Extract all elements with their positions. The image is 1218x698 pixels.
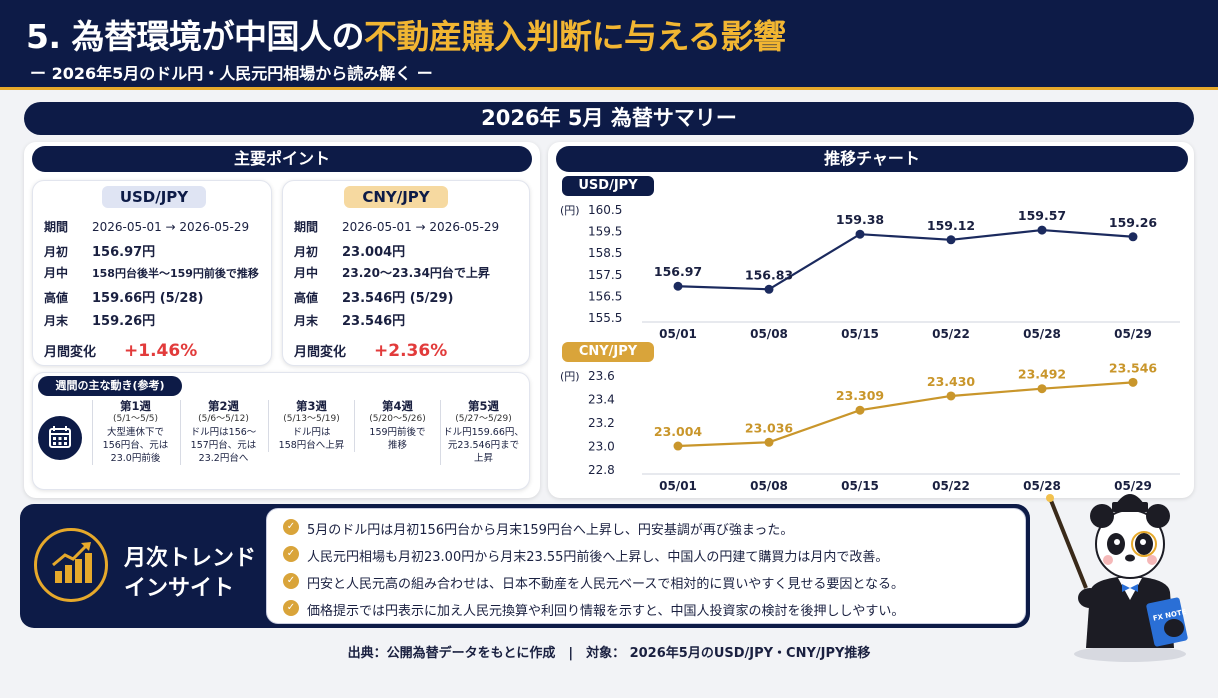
week-4: 第4週 (5/20～5/26) 159円前後で 推移 [354, 400, 440, 452]
y-tick-label: 23.2 [588, 416, 615, 430]
cny-row-period: 期間 2026-05-01 → 2026-05-29 [294, 220, 500, 234]
x-tick-label: 05/28 [1023, 327, 1061, 341]
data-point [1128, 377, 1138, 387]
usd-line-chart: (円) 160.5 159.5 158.5 157.5 156.5 155.5 156.97 0… [560, 203, 1180, 341]
cny-row-open: 月初 23.004円 [294, 245, 406, 260]
data-point [764, 437, 774, 447]
trend-item: ✓ 価格提示では円表示に加え人民元換算や利回り情報を示すと、中国人投資家の検討を後… [283, 600, 904, 619]
summary-title: 2026年 5月 為替サマリー [24, 102, 1194, 135]
cny-panel [282, 180, 530, 366]
y-axis-unit: (円) [560, 370, 580, 383]
week-2: 第2週 (5/6～5/12) ドル円は156～ 157円台、元は 23.2円台へ [180, 400, 266, 465]
week-5: 第5週 (5/27～5/29) ドル円159.66円、 元23.546円まで 上昇 [440, 400, 526, 465]
data-label: 159.26 [1109, 215, 1158, 230]
series-line [677, 381, 1134, 448]
cny-line-chart: (円) 23.6 23.4 23.2 23.0 22.8 23.004 05/01 23.036… [560, 362, 1180, 493]
chart-card [548, 142, 1194, 498]
usd-row-period: 期間 2026-05-01 → 2026-05-29 [44, 220, 250, 234]
check-icon: ✓ [283, 546, 299, 562]
week-1: 第1週 (5/1～5/5) 大型連休下で 156円台、元は 23.0円前後 [92, 400, 178, 465]
cny-change: 月間変化 +2.36% [294, 341, 448, 361]
week-3: 第3週 (5/13～5/19) ドル円は 158円台へ上昇 [268, 400, 354, 452]
page-subtitle: ー 2026年5月のドル円・人民元円相場から読み解く ー [30, 64, 433, 83]
chart-title: 推移チャート [556, 146, 1188, 172]
trend-title-2: インサイト [124, 576, 235, 601]
y-tick-label: 160.5 [588, 203, 622, 217]
data-point [1037, 225, 1047, 235]
data-label: 23.430 [927, 374, 976, 389]
cny-row-mid: 月中 23.20～23.34円台で上昇 [294, 266, 490, 280]
data-label: 159.38 [836, 212, 884, 227]
y-tick-label: 23.4 [588, 393, 615, 407]
usd-chart-label: USD/JPY [562, 176, 654, 196]
x-tick-label: 05/01 [659, 479, 697, 493]
check-icon: ✓ [283, 600, 299, 616]
usd-panel [32, 180, 272, 366]
data-label: 156.83 [745, 267, 793, 282]
data-point [673, 441, 683, 451]
y-tick-label: 159.5 [588, 225, 622, 239]
data-point [946, 235, 956, 245]
cny-row-close: 月末 23.546円 [294, 314, 406, 329]
cny-label: CNY/JPY [344, 186, 448, 208]
y-tick-label: 155.5 [588, 311, 622, 325]
x-tick-label: 05/08 [750, 327, 788, 341]
header-banner: 5. 為替環境が中国人の不動産購入判断に与える影響 ー 2026年5月のドル円・… [0, 0, 1218, 90]
check-icon: ✓ [283, 573, 299, 589]
x-tick-label: 05/01 [659, 327, 697, 341]
usd-row-close: 月末 159.26円 [44, 314, 156, 329]
y-tick-label: 23.6 [588, 369, 615, 383]
y-tick-label: 156.5 [588, 289, 622, 303]
data-point [673, 281, 683, 291]
data-label: 23.036 [745, 420, 794, 435]
x-tick-label: 05/08 [750, 479, 788, 493]
usd-row-high: 高値 159.66円 (5/28) [44, 291, 204, 306]
data-point [946, 391, 956, 401]
main-points-title: 主要ポイント [32, 146, 532, 172]
chart-up-icon [34, 528, 108, 602]
panda-mascot: FX NOTE [1046, 494, 1188, 662]
series-line [677, 228, 1134, 291]
x-tick-label: 05/15 [841, 479, 879, 493]
data-point [855, 405, 865, 415]
check-icon: ✓ [283, 519, 299, 535]
data-label: 23.492 [1018, 367, 1066, 382]
data-label: 23.309 [836, 388, 884, 403]
trend-list: ✓ 5月のドル円は月初156円台から月末159円台へ上昇し、円安基調が再び強まった… [266, 508, 1026, 624]
y-axis-unit: (円) [560, 204, 580, 217]
data-point [764, 284, 774, 294]
trend-item: ✓ 5月のドル円は月初156円台から月末159円台へ上昇し、円安基調が再び強まった… [283, 519, 793, 538]
data-label: 159.12 [927, 218, 975, 233]
data-label: 23.004 [654, 424, 703, 439]
x-tick-label: 05/29 [1114, 327, 1152, 341]
data-label: 156.97 [654, 264, 702, 279]
cny-chart-label: CNY/JPY [562, 342, 654, 362]
weekly-title: 週間の主な動き(参考) [38, 376, 182, 396]
trend-item: ✓ 人民元円相場も月初23.00円から月末23.55円前後へ上昇し、中国人の円建て… [283, 546, 888, 565]
usd-row-open: 月初 156.97円 [44, 245, 156, 260]
y-tick-label: 22.8 [588, 463, 615, 477]
calendar-icon [38, 416, 82, 460]
y-tick-label: 157.5 [588, 268, 622, 282]
data-point [855, 229, 865, 239]
usd-label: USD/JPY [102, 186, 206, 208]
usd-change: 月間変化 +1.46% [44, 341, 198, 361]
cny-row-high: 高値 23.546円 (5/29) [294, 291, 454, 306]
x-tick-label: 05/22 [932, 327, 970, 341]
trend-title-1: 月次トレンド [124, 546, 257, 571]
y-tick-label: 158.5 [588, 246, 622, 260]
x-tick-label: 05/22 [932, 479, 970, 493]
data-label: 23.546 [1109, 362, 1158, 375]
y-tick-label: 23.0 [588, 440, 615, 454]
trend-item: ✓ 円安と人民元高の組み合わせは、日本不動産を人民元ベースで相対的に買いやすく見せ… [283, 573, 904, 592]
source-note: 出典：公開為替データをもとに作成 | 対象： 2026年5月のUSD/JPY・C… [347, 646, 871, 661]
page-title: 5. 為替環境が中国人の不動産購入判断に与える影響 [26, 17, 786, 56]
data-point [1037, 384, 1047, 394]
data-point [1128, 232, 1138, 242]
usd-row-mid: 月中 158円台後半～159円前後で推移 [44, 266, 259, 280]
data-label: 159.57 [1018, 208, 1066, 223]
x-tick-label: 05/15 [841, 327, 879, 341]
x-tick-label: 05/29 [1114, 479, 1152, 493]
x-tick-label: 05/28 [1023, 479, 1061, 493]
